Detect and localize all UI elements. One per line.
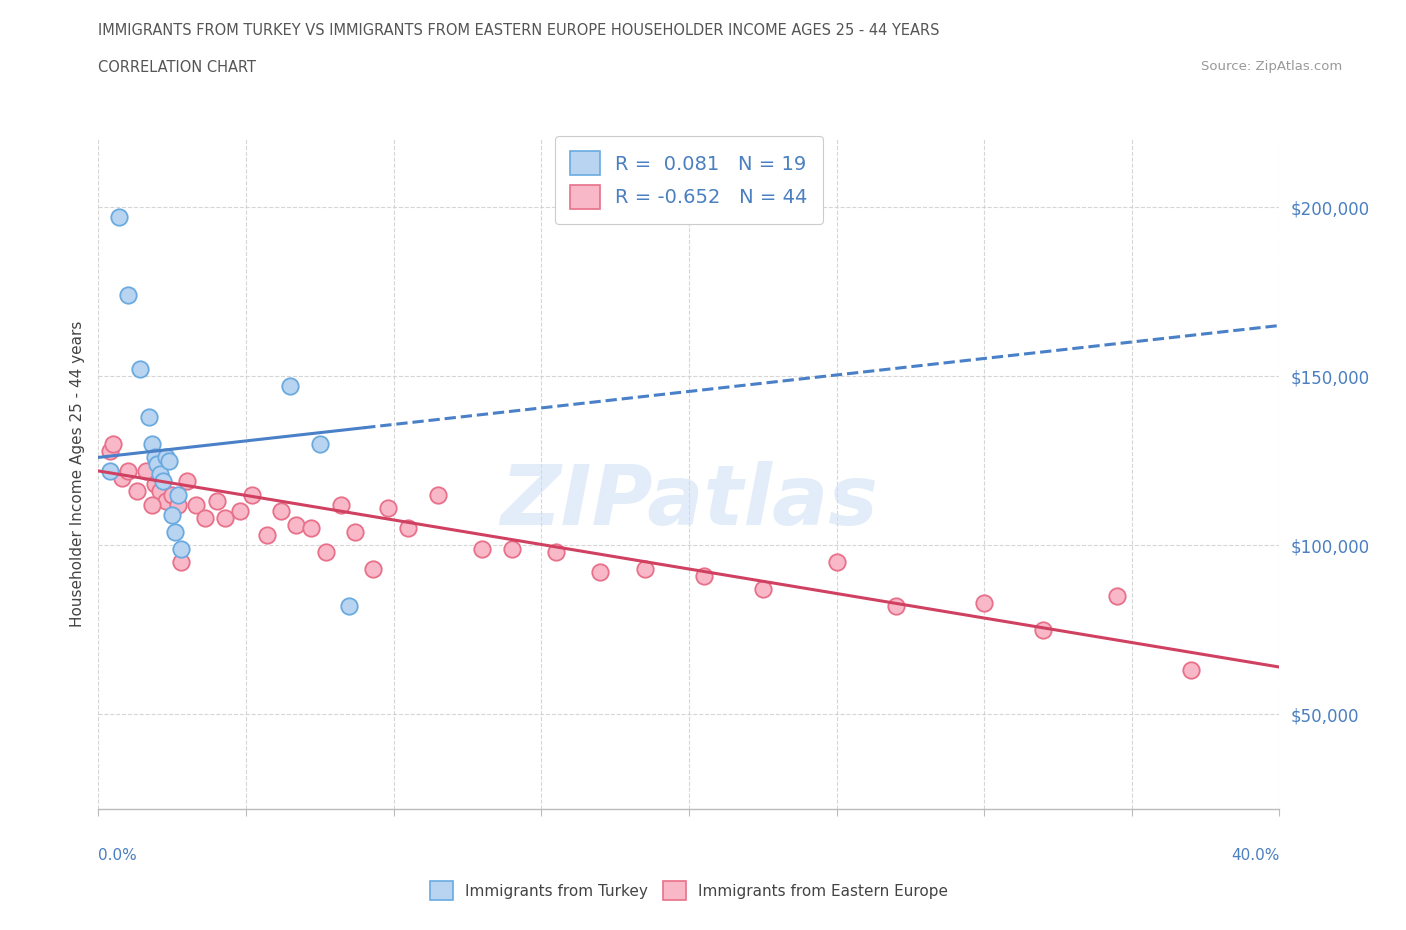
Point <box>111 471 134 485</box>
Point <box>135 463 157 478</box>
Point <box>146 457 169 472</box>
Point <box>149 467 172 482</box>
Point <box>633 562 655 577</box>
Legend: Immigrants from Turkey, Immigrants from Eastern Europe: Immigrants from Turkey, Immigrants from … <box>422 873 956 908</box>
Point <box>315 545 337 560</box>
Text: Source: ZipAtlas.com: Source: ZipAtlas.com <box>1202 60 1343 73</box>
Point <box>825 555 848 570</box>
Point <box>214 511 236 525</box>
Point <box>152 473 174 488</box>
Y-axis label: Householder Income Ages 25 - 44 years: Householder Income Ages 25 - 44 years <box>69 321 84 628</box>
Point <box>973 595 995 610</box>
Point <box>285 518 308 533</box>
Point <box>751 582 773 597</box>
Point <box>693 568 716 583</box>
Point <box>1180 663 1202 678</box>
Point <box>162 487 183 502</box>
Point <box>278 379 302 393</box>
Point <box>155 450 177 465</box>
Point <box>377 500 399 515</box>
Point <box>141 498 163 512</box>
Point <box>194 511 217 525</box>
Point <box>589 565 612 579</box>
Point <box>337 599 360 614</box>
Point <box>176 473 198 488</box>
Point <box>344 525 367 539</box>
Point <box>544 545 567 560</box>
Point <box>1105 589 1128 604</box>
Point <box>471 541 494 556</box>
Point <box>229 504 252 519</box>
Point <box>138 409 160 424</box>
Point <box>299 521 322 536</box>
Point <box>128 362 150 377</box>
Point <box>117 287 139 302</box>
Point <box>184 498 207 512</box>
Text: 0.0%: 0.0% <box>98 848 138 863</box>
Point <box>103 436 125 451</box>
Point <box>141 436 163 451</box>
Point <box>170 555 193 570</box>
Point <box>108 210 131 225</box>
Point <box>167 487 190 502</box>
Text: 40.0%: 40.0% <box>1232 848 1279 863</box>
Point <box>240 487 263 502</box>
Point <box>309 436 332 451</box>
Point <box>256 527 278 542</box>
Point <box>149 484 172 498</box>
Point <box>205 494 228 509</box>
Point <box>98 444 121 458</box>
Text: IMMIGRANTS FROM TURKEY VS IMMIGRANTS FROM EASTERN EUROPE HOUSEHOLDER INCOME AGES: IMMIGRANTS FROM TURKEY VS IMMIGRANTS FRO… <box>98 23 941 38</box>
Point <box>361 562 384 577</box>
Point <box>501 541 523 556</box>
Point <box>143 450 166 465</box>
Point <box>427 487 450 502</box>
Point <box>170 541 193 556</box>
Point <box>157 453 180 468</box>
Point <box>270 504 292 519</box>
Point <box>162 508 183 523</box>
Text: ZIPatlas: ZIPatlas <box>501 460 877 541</box>
Point <box>396 521 419 536</box>
Point <box>98 463 121 478</box>
Point <box>125 484 148 498</box>
Point <box>884 599 907 614</box>
Text: CORRELATION CHART: CORRELATION CHART <box>98 60 256 75</box>
Point <box>143 477 166 492</box>
Point <box>117 463 139 478</box>
Point <box>165 525 187 539</box>
Point <box>155 494 177 509</box>
Point <box>329 498 352 512</box>
Point <box>1032 622 1054 637</box>
Point <box>167 498 190 512</box>
